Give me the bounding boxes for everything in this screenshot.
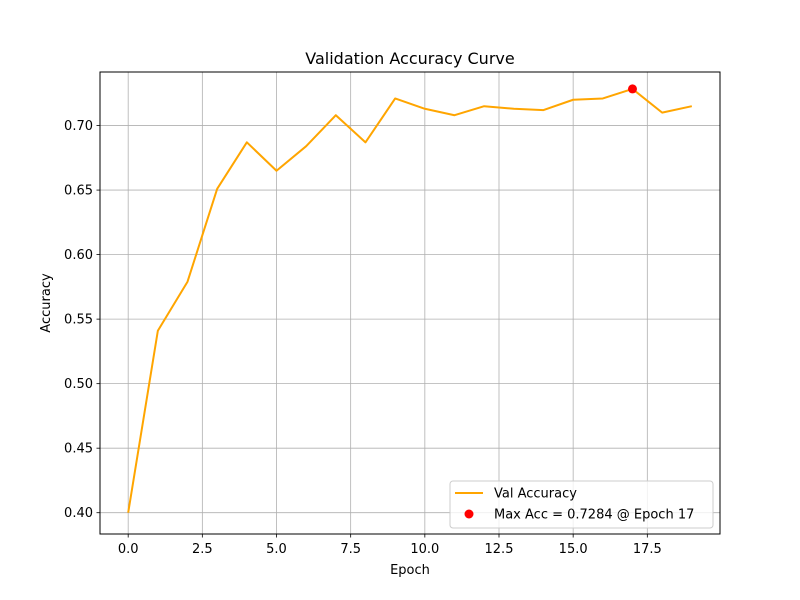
x-tick-label: 10.0 — [410, 542, 439, 557]
grid — [100, 72, 720, 534]
x-tick-label: 2.5 — [192, 542, 213, 557]
plot-frame — [99, 71, 721, 535]
y-axis: 0.40 0.45 0.50 0.55 0.60 0.65 0.70 — [64, 119, 100, 521]
legend-label: Val Accuracy — [494, 487, 577, 502]
y-tick-label: 0.60 — [64, 248, 93, 263]
x-tick-label: 0.0 — [118, 542, 139, 557]
x-axis-label: Epoch — [390, 563, 430, 578]
chart-title: Validation Accuracy Curve — [305, 49, 514, 68]
x-tick-label: 12.5 — [485, 542, 514, 557]
x-tick-label: 7.5 — [340, 542, 361, 557]
x-tick-label: 5.0 — [266, 542, 287, 557]
y-tick-label: 0.50 — [64, 377, 93, 392]
legend-marker-swatch — [464, 509, 474, 519]
max-accuracy-point — [627, 84, 637, 94]
val-accuracy-line — [127, 87, 693, 513]
x-axis: 0.0 2.5 5.0 7.5 10.0 12.5 15.0 17.5 — [118, 534, 662, 557]
y-axis-label: Accuracy — [39, 273, 54, 333]
y-tick-label: 0.45 — [64, 442, 93, 457]
x-tick-label: 15.0 — [559, 542, 588, 557]
y-tick-label: 0.65 — [64, 184, 93, 199]
series-layer — [127, 84, 693, 513]
y-tick-label: 0.55 — [64, 313, 93, 328]
y-tick-label: 0.40 — [64, 506, 93, 521]
y-tick-label: 0.70 — [64, 119, 93, 134]
legend: Val Accuracy Max Acc = 0.7284 @ Epoch 17 — [449, 480, 714, 529]
legend-label: Max Acc = 0.7284 @ Epoch 17 — [494, 508, 694, 523]
x-tick-label: 17.5 — [633, 542, 662, 557]
legend-box — [449, 480, 714, 529]
